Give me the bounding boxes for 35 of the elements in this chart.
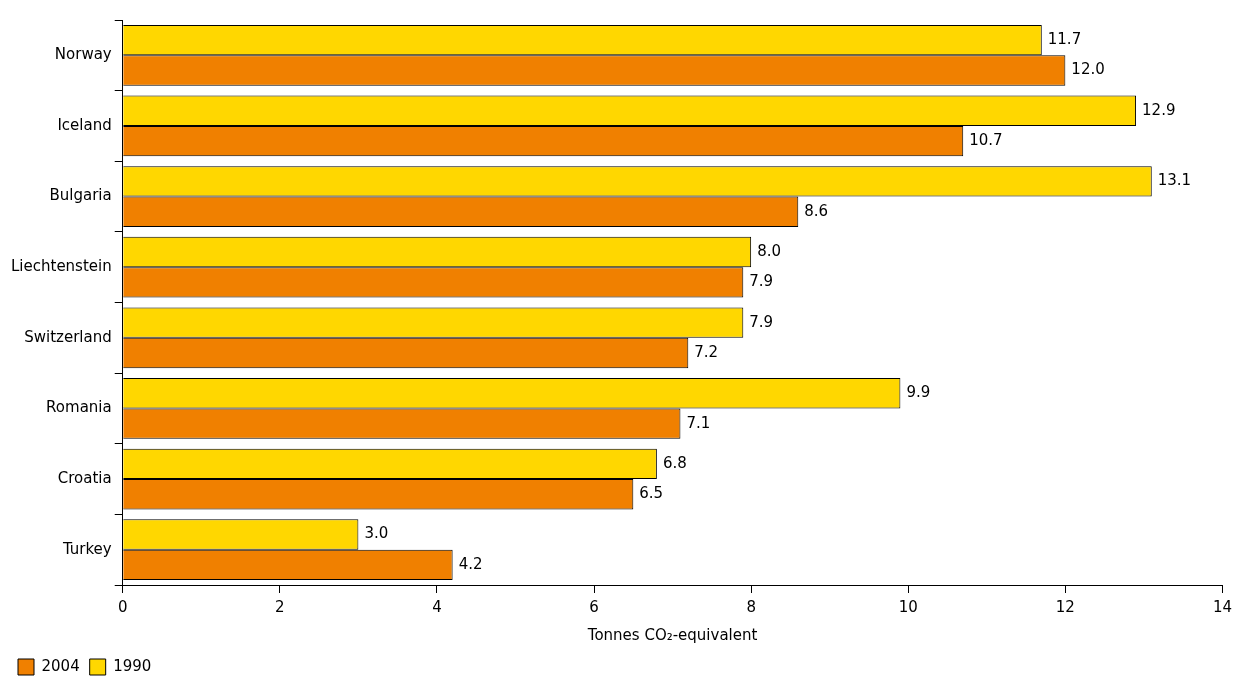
data-label: 9.9: [906, 383, 931, 402]
data-label: 8.6: [804, 201, 829, 220]
x-tick-label: 14: [1212, 597, 1232, 616]
x-tick-label: 12: [1055, 597, 1075, 616]
x-tick-label: 8: [746, 597, 756, 616]
y-tick-label: Switzerland: [24, 327, 112, 346]
data-label: 7.9: [749, 272, 774, 291]
y-tick-label: Croatia: [57, 468, 112, 487]
data-label: 11.7: [1047, 30, 1082, 49]
y-tick-label: Liechtenstein: [10, 257, 112, 276]
x-tick-label: 0: [117, 597, 128, 616]
data-label: 6.8: [662, 453, 687, 472]
x-tick-label: 4: [432, 597, 442, 616]
y-tick-label: Bulgaria: [49, 186, 112, 205]
y-tick-label: Iceland: [57, 115, 112, 134]
data-label: 10.7: [969, 131, 1003, 150]
data-label: 3.0: [364, 524, 389, 543]
x-axis-title: Tonnes CO₂-equivalent: [586, 625, 758, 644]
x-tick-label: 2: [275, 597, 285, 616]
y-tick-label: Turkey: [61, 539, 112, 558]
data-label: 4.2: [458, 554, 483, 573]
data-label: 13.1: [1157, 171, 1192, 190]
data-label: 7.1: [686, 413, 711, 432]
y-tick-label: Norway: [54, 45, 112, 64]
legend-label: 2004: [41, 656, 80, 675]
legend-label: 1990: [113, 656, 152, 675]
data-label: 7.2: [694, 342, 719, 361]
data-label: 8.0: [757, 241, 781, 260]
data-label: 12.9: [1142, 100, 1176, 119]
x-tick-label: 10: [898, 597, 918, 616]
x-tick-label: 6: [589, 597, 599, 616]
data-label: 12.0: [1071, 60, 1105, 79]
y-tick-label: Romania: [46, 398, 112, 417]
data-label: 6.5: [639, 484, 664, 503]
data-label: 7.9: [749, 312, 774, 331]
